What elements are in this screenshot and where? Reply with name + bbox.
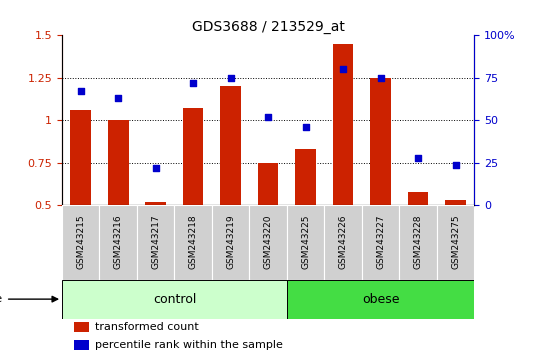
- Bar: [399, 205, 437, 280]
- Bar: [445, 200, 466, 205]
- Bar: [74, 340, 89, 350]
- Text: GSM243219: GSM243219: [226, 214, 235, 269]
- Bar: [295, 149, 316, 205]
- Text: GSM243216: GSM243216: [114, 214, 123, 269]
- Text: GSM243217: GSM243217: [151, 214, 160, 269]
- Point: [451, 162, 460, 167]
- Text: obese: obese: [362, 293, 399, 306]
- Text: GSM243228: GSM243228: [413, 214, 423, 269]
- Text: GSM243220: GSM243220: [264, 214, 273, 269]
- Point: [339, 67, 348, 72]
- Bar: [175, 205, 212, 280]
- Bar: [287, 280, 474, 319]
- Point: [301, 124, 310, 130]
- Text: control: control: [153, 293, 196, 306]
- Text: transformed count: transformed count: [95, 322, 199, 332]
- Bar: [408, 192, 429, 205]
- Bar: [437, 205, 474, 280]
- Point: [414, 155, 423, 161]
- Bar: [258, 163, 279, 205]
- Title: GDS3688 / 213529_at: GDS3688 / 213529_at: [192, 21, 344, 34]
- Point: [151, 165, 160, 171]
- Bar: [324, 205, 362, 280]
- Bar: [333, 44, 354, 205]
- Text: GSM243227: GSM243227: [376, 214, 385, 269]
- Text: disease state: disease state: [0, 294, 2, 304]
- Point: [77, 88, 85, 94]
- Text: GSM243218: GSM243218: [189, 214, 198, 269]
- Bar: [250, 205, 287, 280]
- Text: percentile rank within the sample: percentile rank within the sample: [95, 340, 283, 350]
- Bar: [220, 86, 241, 205]
- Point: [189, 80, 197, 86]
- Bar: [137, 205, 175, 280]
- Bar: [287, 205, 324, 280]
- Bar: [212, 205, 250, 280]
- Bar: [108, 120, 128, 205]
- Bar: [146, 202, 166, 205]
- Text: GSM243225: GSM243225: [301, 214, 310, 269]
- Bar: [183, 108, 204, 205]
- Point: [114, 96, 122, 101]
- Point: [376, 75, 385, 81]
- Bar: [362, 205, 399, 280]
- Point: [264, 114, 273, 120]
- Bar: [62, 205, 100, 280]
- Text: GSM243226: GSM243226: [338, 214, 348, 269]
- Bar: [71, 110, 91, 205]
- Bar: [74, 322, 89, 332]
- Bar: [100, 205, 137, 280]
- Text: GSM243215: GSM243215: [76, 214, 85, 269]
- Bar: [62, 280, 287, 319]
- Bar: [370, 78, 391, 205]
- Text: GSM243275: GSM243275: [451, 214, 460, 269]
- Point: [226, 75, 235, 81]
